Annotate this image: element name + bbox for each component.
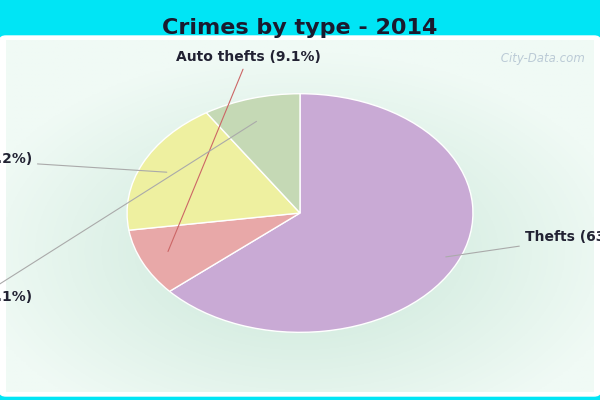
Wedge shape [129,213,300,291]
Text: Assaults (18.2%): Assaults (18.2%) [0,152,167,172]
Wedge shape [127,113,300,230]
Text: Rapes (9.1%): Rapes (9.1%) [0,121,256,304]
Wedge shape [170,94,473,332]
Text: Thefts (63.6%): Thefts (63.6%) [446,230,600,257]
Text: City-Data.com: City-Data.com [497,52,586,65]
Text: Auto thefts (9.1%): Auto thefts (9.1%) [168,50,320,252]
Wedge shape [206,94,300,213]
Text: Crimes by type - 2014: Crimes by type - 2014 [163,18,437,38]
